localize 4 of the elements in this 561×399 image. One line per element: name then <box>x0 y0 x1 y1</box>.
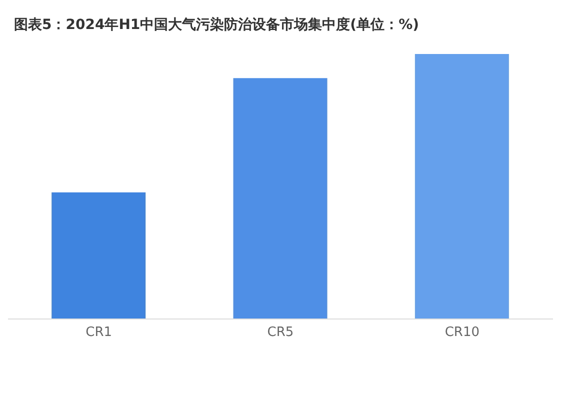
x-tick-label: CR1 <box>86 325 112 340</box>
x-tick-label: CR10 <box>444 325 480 340</box>
chart-title: 图表5：2024年H1中国大气污染防治设备市场集中度(单位：%) <box>13 16 420 34</box>
x-tick-label: CR5 <box>267 325 294 340</box>
